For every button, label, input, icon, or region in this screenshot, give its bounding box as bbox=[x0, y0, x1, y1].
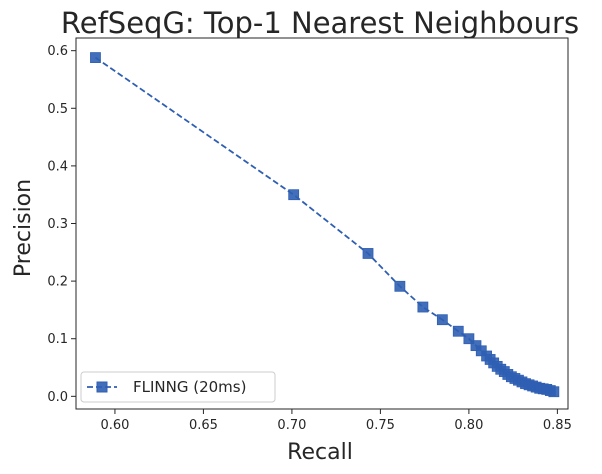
chart-title: RefSeqG: Top-1 Nearest Neighbours bbox=[61, 6, 579, 40]
y-axis: 0.0 0.1 0.2 0.3 0.4 0.5 0.6 bbox=[47, 44, 76, 405]
x-tick-label: 0.60 bbox=[100, 418, 129, 433]
y-tick-label: 0.0 bbox=[47, 390, 68, 405]
data-point bbox=[362, 248, 374, 259]
x-axis: 0.60 0.65 0.70 0.75 0.80 0.85 bbox=[100, 409, 572, 433]
data-point bbox=[394, 280, 406, 292]
data-point bbox=[436, 314, 448, 326]
x-tick-label: 0.75 bbox=[366, 418, 395, 433]
plot-area bbox=[76, 38, 568, 409]
legend-box bbox=[80, 371, 276, 403]
legend: FLINNG (20ms) bbox=[80, 371, 276, 403]
x-tick-label: 0.80 bbox=[454, 418, 483, 433]
x-tick-label: 0.65 bbox=[189, 418, 218, 433]
y-tick-label: 0.4 bbox=[47, 159, 68, 174]
y-tick-label: 0.3 bbox=[47, 217, 68, 232]
series-layer bbox=[90, 52, 560, 398]
data-point bbox=[417, 301, 429, 313]
data-point bbox=[548, 386, 560, 398]
x-tick-label: 0.70 bbox=[277, 418, 306, 433]
y-tick-label: 0.5 bbox=[47, 102, 68, 117]
x-axis-label: Recall bbox=[287, 440, 353, 465]
y-tick-label: 0.2 bbox=[47, 275, 68, 290]
y-tick-label: 0.1 bbox=[47, 332, 68, 347]
data-point bbox=[452, 325, 464, 337]
y-tick-label: 0.6 bbox=[47, 44, 68, 59]
data-point bbox=[463, 333, 475, 345]
data-point bbox=[90, 52, 101, 63]
plot-frame bbox=[75, 37, 569, 410]
legend-marker-square bbox=[96, 381, 108, 393]
x-tick-label: 0.85 bbox=[543, 418, 572, 433]
data-point bbox=[288, 189, 300, 201]
legend-label: FLINNG (20ms) bbox=[133, 378, 246, 396]
y-axis-label: Precision bbox=[11, 179, 36, 277]
